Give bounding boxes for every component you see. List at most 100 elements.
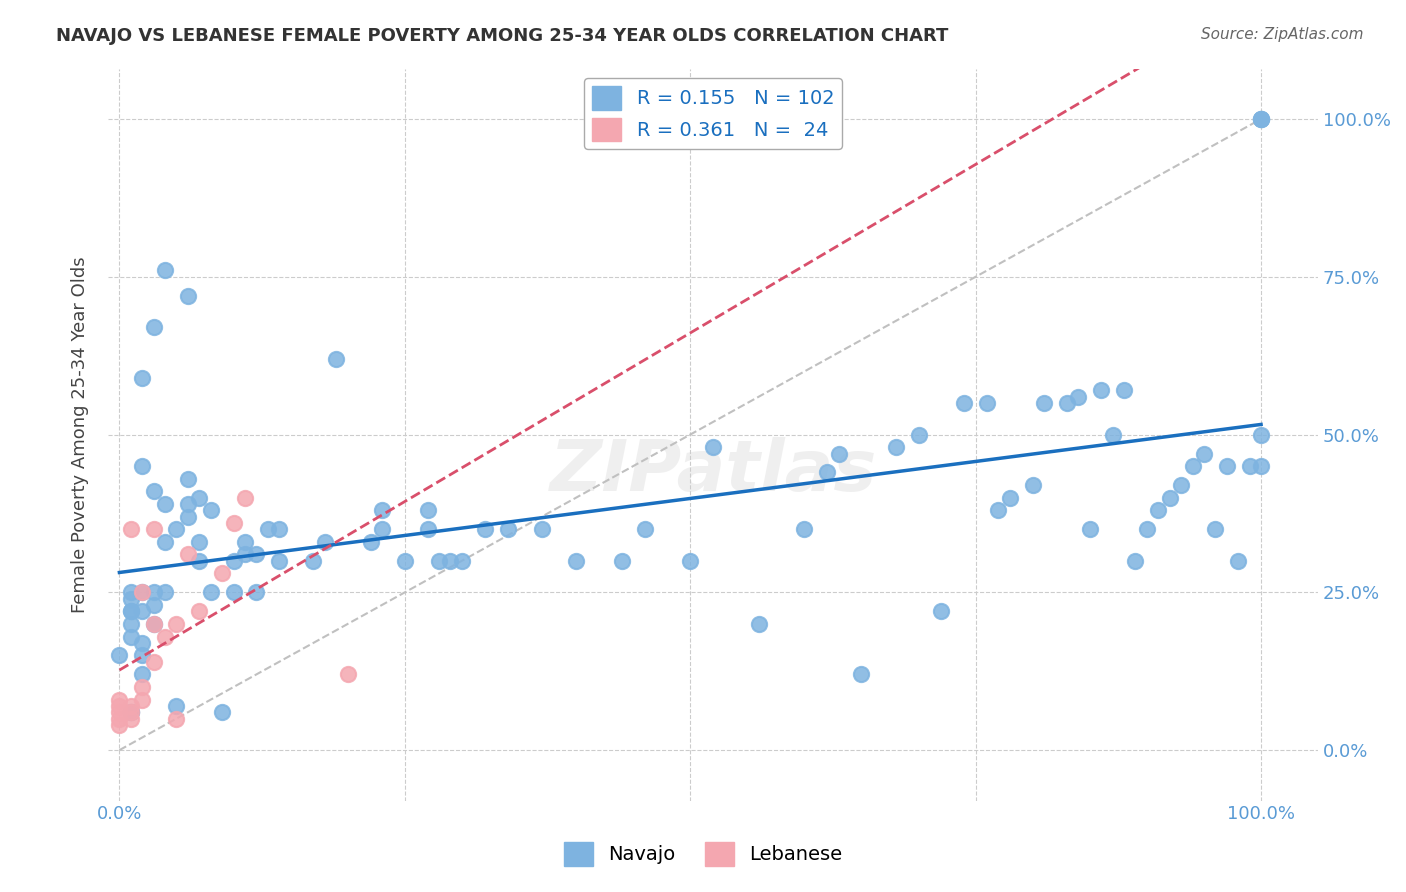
Point: [371, 522, 394, 536]
Point: [1067, 390, 1090, 404]
Point: [142, 655, 165, 669]
Point: [166, 616, 188, 631]
Point: [998, 491, 1021, 505]
Point: [1227, 554, 1250, 568]
Point: [131, 648, 153, 663]
Point: [496, 522, 519, 536]
Point: [166, 698, 188, 713]
Point: [1125, 554, 1147, 568]
Point: [851, 667, 873, 681]
Point: [793, 522, 815, 536]
Y-axis label: Female Poverty Among 25-34 Year Olds: Female Poverty Among 25-34 Year Olds: [72, 256, 89, 613]
Point: [245, 585, 267, 599]
Point: [120, 522, 142, 536]
Point: [233, 491, 256, 505]
Point: [827, 446, 849, 460]
Point: [153, 630, 176, 644]
Point: [211, 566, 233, 581]
Point: [166, 522, 188, 536]
Point: [166, 712, 188, 726]
Point: [1239, 459, 1261, 474]
Point: [177, 289, 200, 303]
Point: [120, 706, 142, 720]
Point: [120, 591, 142, 606]
Point: [153, 585, 176, 599]
Point: [233, 548, 256, 562]
Point: [633, 522, 655, 536]
Point: [427, 554, 450, 568]
Point: [1250, 112, 1272, 126]
Point: [371, 503, 394, 517]
Point: [439, 554, 461, 568]
Point: [108, 648, 131, 663]
Point: [394, 554, 416, 568]
Point: [1250, 112, 1272, 126]
Point: [211, 706, 233, 720]
Point: [565, 554, 588, 568]
Point: [131, 371, 153, 385]
Text: NAVAJO VS LEBANESE FEMALE POVERTY AMONG 25-34 YEAR OLDS CORRELATION CHART: NAVAJO VS LEBANESE FEMALE POVERTY AMONG …: [56, 27, 949, 45]
Point: [610, 554, 633, 568]
Point: [302, 554, 325, 568]
Point: [233, 534, 256, 549]
Point: [1078, 522, 1101, 536]
Point: [702, 440, 724, 454]
Point: [1170, 478, 1192, 492]
Point: [336, 667, 359, 681]
Point: [1056, 396, 1078, 410]
Point: [1136, 522, 1159, 536]
Text: ZIPatlas: ZIPatlas: [550, 437, 877, 506]
Point: [120, 712, 142, 726]
Point: [131, 585, 153, 599]
Point: [153, 263, 176, 277]
Point: [120, 604, 142, 618]
Point: [142, 320, 165, 334]
Point: [142, 616, 165, 631]
Point: [269, 554, 291, 568]
Point: [269, 522, 291, 536]
Point: [360, 534, 382, 549]
Point: [256, 522, 278, 536]
Point: [976, 396, 998, 410]
Point: [679, 554, 702, 568]
Point: [1112, 384, 1135, 398]
Point: [530, 522, 553, 536]
Point: [142, 484, 165, 499]
Point: [1022, 478, 1045, 492]
Point: [188, 491, 211, 505]
Point: [142, 616, 165, 631]
Point: [120, 630, 142, 644]
Point: [153, 534, 176, 549]
Point: [131, 585, 153, 599]
Point: [131, 692, 153, 706]
Point: [1090, 384, 1112, 398]
Point: [131, 680, 153, 694]
Point: [131, 667, 153, 681]
Point: [222, 554, 245, 568]
Point: [131, 636, 153, 650]
Point: [1192, 446, 1215, 460]
Point: [188, 554, 211, 568]
Point: [120, 706, 142, 720]
Point: [108, 692, 131, 706]
Point: [222, 516, 245, 530]
Point: [188, 604, 211, 618]
Point: [108, 712, 131, 726]
Point: [200, 585, 222, 599]
Point: [142, 598, 165, 612]
Point: [142, 585, 165, 599]
Point: [108, 718, 131, 732]
Point: [120, 604, 142, 618]
Point: [748, 616, 770, 631]
Point: [120, 616, 142, 631]
Point: [245, 548, 267, 562]
Point: [1147, 503, 1170, 517]
Point: [1216, 459, 1239, 474]
Point: [177, 548, 200, 562]
Point: [177, 509, 200, 524]
Point: [815, 466, 838, 480]
Legend: Navajo, Lebanese: Navajo, Lebanese: [555, 834, 851, 873]
Point: [1033, 396, 1056, 410]
Point: [142, 522, 165, 536]
Point: [131, 604, 153, 618]
